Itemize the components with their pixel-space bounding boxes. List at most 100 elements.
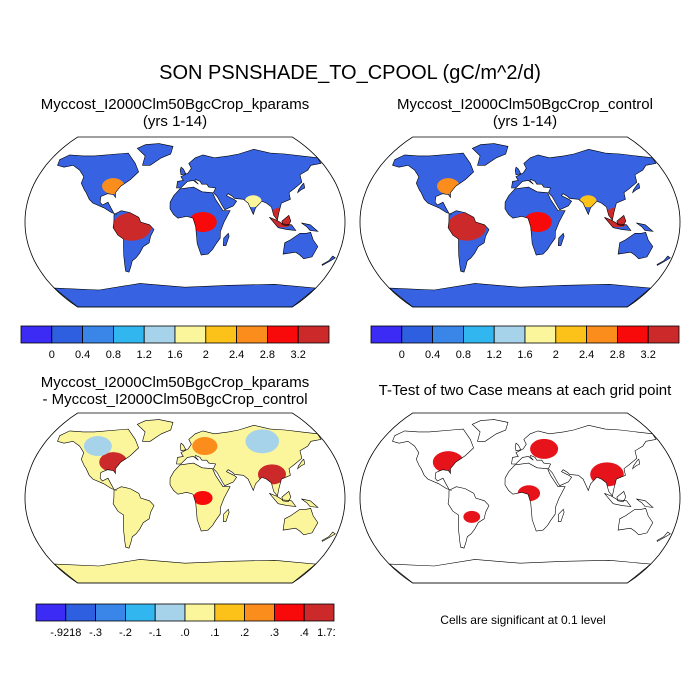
colorbar-tick-label: 0 xyxy=(399,349,405,361)
coastline-borneo xyxy=(616,214,627,227)
colorbar-swatch xyxy=(555,325,588,344)
data-patch xyxy=(579,195,597,208)
data-patch xyxy=(530,438,559,459)
colorbar-swatch xyxy=(143,325,176,344)
colorbar-swatch xyxy=(463,325,495,344)
coastline-northAmerica xyxy=(392,428,474,491)
coastline-australia xyxy=(617,508,654,536)
map-border xyxy=(359,136,681,308)
panel-title-top-right: Myccost_I2000Clm50BgcCrop_control (yrs 1… xyxy=(360,96,690,130)
map-body xyxy=(24,136,346,308)
coastline-madagascar xyxy=(557,232,565,246)
map-body xyxy=(359,136,681,308)
colorbar-tick-label: 1.6 xyxy=(517,349,532,361)
coastline-borneo xyxy=(281,214,292,227)
coastline-uk xyxy=(179,442,187,452)
colorbar-tick-label: 2.8 xyxy=(260,349,275,361)
colorbar-swatch xyxy=(273,603,305,622)
colorbar-swatch xyxy=(174,325,207,344)
map-body xyxy=(359,412,681,584)
colorbar-tick-label: 2.4 xyxy=(229,349,244,361)
colorbar-swatch xyxy=(432,325,464,344)
panel-title-bottom-right: T-Test of two Case means at each grid po… xyxy=(360,382,690,399)
colorbar-tick-label: -.2 xyxy=(119,627,132,639)
colorbar-swatch xyxy=(370,325,403,344)
colorbar-swatch xyxy=(154,603,186,622)
colorbar-swatch xyxy=(65,603,96,622)
coastline-greenland xyxy=(136,419,174,442)
colorbar-tick-label: 1.6 xyxy=(167,349,182,361)
colorbar-swatch xyxy=(303,603,335,622)
coastline-indonesia xyxy=(604,493,632,507)
colorbar-swatch xyxy=(205,325,238,344)
data-patch xyxy=(192,437,218,456)
panel-title-line1: Myccost_I2000Clm50BgcCrop_control xyxy=(397,96,653,113)
colorbar-top-right: 0 0.4 0.8 1.2 1.6 2 2.4 2.8 3.2 xyxy=(370,325,680,361)
colorbar-tick-label: .3 xyxy=(270,627,279,639)
map-border xyxy=(24,412,346,584)
colorbar-tick-label: .2 xyxy=(240,627,249,639)
coastline-africa xyxy=(504,462,566,532)
coastline-northAmerica xyxy=(57,152,139,215)
coastline-southAmerica xyxy=(112,486,155,549)
colorbar-tick-label: -.9218 xyxy=(50,627,81,639)
colorbar-tick-label: 0 xyxy=(49,349,55,361)
coastline-southAmerica xyxy=(447,486,490,549)
colorbar-tick-label: -.1 xyxy=(149,627,162,639)
coastline-madagascar xyxy=(222,508,230,522)
data-patch xyxy=(245,429,280,454)
colorbar-swatch xyxy=(51,325,83,344)
coastline-newzealand xyxy=(321,531,336,542)
coastline-borneo xyxy=(616,490,627,503)
coastline-africa xyxy=(169,186,231,256)
data-patch xyxy=(244,195,262,208)
colorbar-swatch xyxy=(184,603,216,622)
colorbar-swatch xyxy=(20,325,53,344)
coastline-indonesia xyxy=(604,217,632,231)
map-border xyxy=(24,136,346,308)
colorbar-top-left: 0 0.4 0.8 1.2 1.6 2 2.4 2.8 3.2 xyxy=(20,325,330,361)
colorbar-swatch xyxy=(493,325,526,344)
panel-title-line1: Myccost_I2000Clm50BgcCrop_kparams xyxy=(40,96,310,113)
colorbar-swatch xyxy=(647,325,680,344)
coastline-eurasia xyxy=(176,148,322,221)
data-patch xyxy=(463,510,481,523)
coastline-southAmerica xyxy=(447,210,490,273)
colorbar-swatch xyxy=(214,603,246,622)
colorbar-swatch xyxy=(125,603,156,622)
coastline-greenland xyxy=(471,143,509,166)
coastline-newguinea xyxy=(636,498,654,508)
colorbar-tick-label: .1 xyxy=(210,627,219,639)
coastline-madagascar xyxy=(222,232,230,246)
coastline-newguinea xyxy=(636,222,654,232)
colorbar-swatch xyxy=(297,325,330,344)
map-top-left xyxy=(24,136,346,308)
coastline-eurasia xyxy=(511,424,657,497)
coastline-japan xyxy=(632,458,641,470)
coastline-eurasia xyxy=(176,424,322,497)
colorbar-swatch xyxy=(524,325,557,344)
coastline-southAmerica xyxy=(112,210,155,273)
coastline-northAmerica xyxy=(392,152,474,215)
colorbar-swatch xyxy=(586,325,618,344)
colorbar-tick-label: 0.8 xyxy=(106,349,121,361)
map-border xyxy=(359,412,681,584)
coastline-borneo xyxy=(281,490,292,503)
coastline-uk xyxy=(514,166,522,176)
map-body xyxy=(24,412,346,584)
panel-title-line1: Myccost_I2000Clm50BgcCrop_kparams xyxy=(40,374,310,391)
coastline-newzealand xyxy=(656,255,671,266)
coastline-japan xyxy=(297,458,306,470)
coastline-newguinea xyxy=(301,222,319,232)
coastline-australia xyxy=(617,232,654,260)
colorbar-swatch xyxy=(113,325,145,344)
coastline-newzealand xyxy=(656,531,671,542)
colorbar-swatch xyxy=(616,325,649,344)
colorbar-tick-label: 0.4 xyxy=(425,349,440,361)
colorbar-swatch xyxy=(35,603,67,622)
coastline-uk xyxy=(514,442,522,452)
colorbar-swatch xyxy=(266,325,299,344)
panel-title-line1: T-Test of two Case means at each grid po… xyxy=(378,382,672,399)
colorbar-tick-label: 2 xyxy=(203,349,209,361)
panel-title-line2: (yrs 1-14) xyxy=(492,113,558,130)
